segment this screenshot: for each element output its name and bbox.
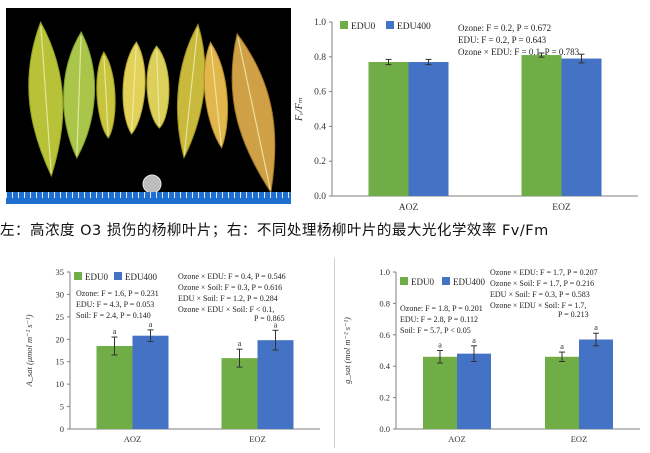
stats-annotation: P = 0.213 [558, 310, 589, 319]
leaves-illustration [28, 20, 276, 194]
leaf-4 [122, 41, 146, 135]
y-tick-label: 10 [56, 379, 65, 389]
leaf-8 [231, 32, 276, 194]
significance-letter: a [238, 338, 242, 348]
stats-annotation: Soil: F = 2.4, P = 0.140 [76, 311, 151, 320]
stats-annotation: Soil: F = 5.7, P < 0.05 [400, 326, 471, 335]
bar-edu400-aoz [132, 335, 169, 429]
y-tick-label: 0.4 [379, 361, 390, 371]
legend-swatch-edu400 [114, 272, 122, 280]
significance-letter: a [472, 335, 476, 345]
legend-label-edu0: EDU0 [351, 22, 376, 32]
y-tick-label: 0.0 [379, 424, 390, 434]
legend-label-edu400: EDU400 [125, 272, 157, 282]
leaf-5 [146, 45, 170, 129]
stats-annotation: Ozone × Soil: F = 1.7, P = 0.216 [490, 279, 594, 288]
gsat-chart: 0.0 0.2 0.4 0.6 0.8 1.0 g_sat (mol m⁻² s⁻¹) a a A… [340, 262, 646, 448]
y-tick-label: 0.2 [379, 393, 390, 403]
significance-letter: a [594, 322, 598, 332]
leaf-photo [6, 8, 291, 204]
fvfm-chart: 0.0 0.2 0.4 0.6 0.8 1.0 Fᵥ/Fₘ AOZ EOZ EDU0 EDU400 O… [294, 8, 646, 213]
y-tick-label: 0.2 [314, 157, 326, 167]
asat-chart: 0 5 10 15 20 25 30 35 A_sat (μmol m⁻² s⁻¹) a a AOZ a… [8, 262, 326, 448]
legend-swatch-edu400 [386, 21, 394, 29]
bar-edu0-aoz [423, 356, 457, 429]
figure-caption: 左：高浓度 O3 损伤的杨柳叶片；右：不同处理杨柳叶片的最大光化学效率 Fv/F… [0, 223, 549, 239]
stats-annotation: Ozone: F = 1.8, P = 0.201 [400, 304, 483, 313]
stats-annotation: P = 0.865 [254, 314, 285, 323]
stats-annotation: Ozone × EDU × Soil: F = 1.7, [490, 301, 586, 310]
y-tick-label: 0.6 [379, 330, 390, 340]
legend-swatch-edu0 [400, 277, 408, 285]
stats-annotation: EDU: F = 2.8, P = 0.112 [400, 315, 478, 324]
legend-swatch-edu400 [442, 277, 450, 285]
x-tick-label: EOZ [571, 434, 588, 444]
leaf-2 [63, 31, 96, 160]
bar-edu0-eoz [545, 356, 579, 429]
bar-edu400-aoz [457, 353, 491, 429]
bar-edu0-eoz [221, 358, 258, 429]
leaf-7 [203, 41, 229, 149]
legend-swatch-edu0 [340, 21, 348, 29]
legend-label-edu0: EDU0 [411, 277, 434, 287]
y-tick-label: 30 [56, 289, 65, 299]
asat-svg: 0 5 10 15 20 25 30 35 A_sat (μmol m⁻² s⁻¹) a a AOZ a… [24, 267, 320, 444]
y-tick-label: 15 [56, 357, 65, 367]
significance-letter: a [274, 319, 278, 329]
x-tick-label: AOZ [399, 203, 419, 213]
panel-divider [334, 258, 335, 448]
y-tick-label: 35 [56, 267, 65, 277]
y-axis-label: Fᵥ/Fₘ [294, 97, 305, 122]
stats-annotation: EDU: F = 0.2, P = 0.643 [458, 35, 547, 45]
legend-label-edu400: EDU400 [453, 277, 485, 287]
stats-annotation: Ozone × Soil: F = 0.3, P = 0.616 [178, 283, 282, 292]
y-tick-label: 0.8 [314, 53, 326, 63]
leaf-1 [28, 20, 64, 178]
y-tick-label: 0.8 [379, 298, 390, 308]
stats-annotation: Ozone × EDU: F = 0.4, P = 0.546 [178, 272, 286, 281]
gsat-svg: 0.0 0.2 0.4 0.6 0.8 1.0 g_sat (mol m⁻² s⁻¹) a a A… [342, 267, 640, 444]
stats-annotation: EDU × Soil: F = 0.3, P = 0.583 [490, 290, 590, 299]
y-tick-label: 0.4 [314, 122, 326, 132]
y-tick-label: 25 [56, 312, 65, 322]
x-tick-label: AOZ [124, 434, 141, 444]
bar-edu400-eoz [579, 339, 613, 429]
stats-annotation: Ozone × EDU: F = 1.7, P = 0.207 [490, 268, 598, 277]
y-tick-label: 1.0 [314, 18, 326, 28]
legend-label-edu400: EDU400 [397, 22, 431, 32]
x-tick-label: EOZ [552, 203, 571, 213]
y-tick-label: 0.6 [314, 88, 326, 98]
y-axis-label: A_sat (μmol m⁻² s⁻¹) [24, 314, 34, 387]
bar-edu0-aoz [368, 62, 409, 196]
x-tick-label: EOZ [249, 434, 266, 444]
y-tick-label: 0 [60, 424, 64, 434]
significance-letter: a [438, 340, 442, 350]
y-tick-label: 1.0 [379, 267, 390, 277]
fvfm-svg: 0.0 0.2 0.4 0.6 0.8 1.0 Fᵥ/Fₘ AOZ EOZ EDU0 EDU400 O… [294, 18, 638, 213]
bar-edu400-eoz [257, 340, 294, 429]
bar-edu400-aoz [408, 62, 449, 196]
y-tick-label: 5 [60, 402, 64, 412]
bar-edu0-aoz [96, 346, 133, 429]
y-axis-label: g_sat (mol m⁻² s⁻¹) [342, 317, 352, 384]
legend-label-edu0: EDU0 [85, 272, 108, 282]
stats-annotation: EDU: F = 4.3, P = 0.053 [76, 300, 154, 309]
stats-annotation: Ozone: F = 0.2, P = 0.672 [458, 23, 551, 33]
significance-letter: a [113, 326, 117, 336]
bar-edu0-eoz [521, 55, 562, 197]
stats-annotation: Ozone × EDU: F = 0.1, P = 0.783 [458, 47, 580, 57]
legend-swatch-edu0 [74, 272, 82, 280]
significance-letter: a [149, 319, 153, 329]
stats-annotation: Ozone: F = 1.6, P = 0.231 [76, 289, 159, 298]
bar-edu400-eoz [561, 58, 602, 196]
stats-annotation: EDU × Soil: F = 1.2, P = 0.284 [178, 294, 278, 303]
leaf-3 [96, 51, 116, 139]
y-tick-label: 0.0 [314, 192, 326, 202]
scale-ruler [6, 192, 291, 204]
y-tick-label: 20 [56, 334, 65, 344]
x-tick-label: AOZ [448, 434, 465, 444]
significance-letter: a [560, 341, 564, 351]
coin [142, 174, 162, 194]
stats-annotation: Ozone × EDU × Soil: F < 0.1, [178, 305, 274, 314]
